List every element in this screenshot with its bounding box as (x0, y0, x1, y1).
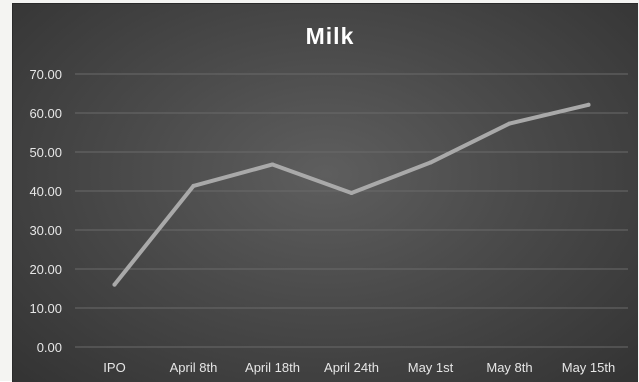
chart-area (12, 3, 638, 382)
y-tick-label: 70.00 (29, 67, 62, 82)
x-tick-label: IPO (103, 360, 125, 375)
x-tick-label: April 24th (324, 360, 379, 375)
data-point (428, 160, 433, 165)
x-tick-label: April 8th (170, 360, 218, 375)
data-point (112, 282, 117, 287)
y-tick-label: 40.00 (29, 184, 62, 199)
series-layer (112, 102, 591, 287)
y-tick-label: 30.00 (29, 223, 62, 238)
chart-title: Milk (306, 23, 355, 49)
x-tick-label: May 8th (486, 360, 532, 375)
data-point (586, 102, 591, 107)
data-point (270, 162, 275, 167)
data-point (191, 183, 196, 188)
x-tick-label: May 1st (408, 360, 454, 375)
x-tick-label: April 18th (245, 360, 300, 375)
x-axis-tick-labels: IPO April 8th April 18th April 24th May 1st M… (103, 360, 615, 375)
y-tick-label: 50.00 (29, 145, 62, 160)
data-point (349, 190, 354, 195)
y-tick-label: 60.00 (29, 106, 62, 121)
y-axis-tick-labels: 0.00 10.00 20.00 30.00 40.00 50.00 60.00 70.00 (29, 67, 62, 355)
y-tick-label: 0.00 (37, 340, 62, 355)
data-point (507, 121, 512, 126)
y-tick-label: 10.00 (29, 301, 62, 316)
y-tick-label: 20.00 (29, 262, 62, 277)
x-tick-label: May 15th (562, 360, 615, 375)
